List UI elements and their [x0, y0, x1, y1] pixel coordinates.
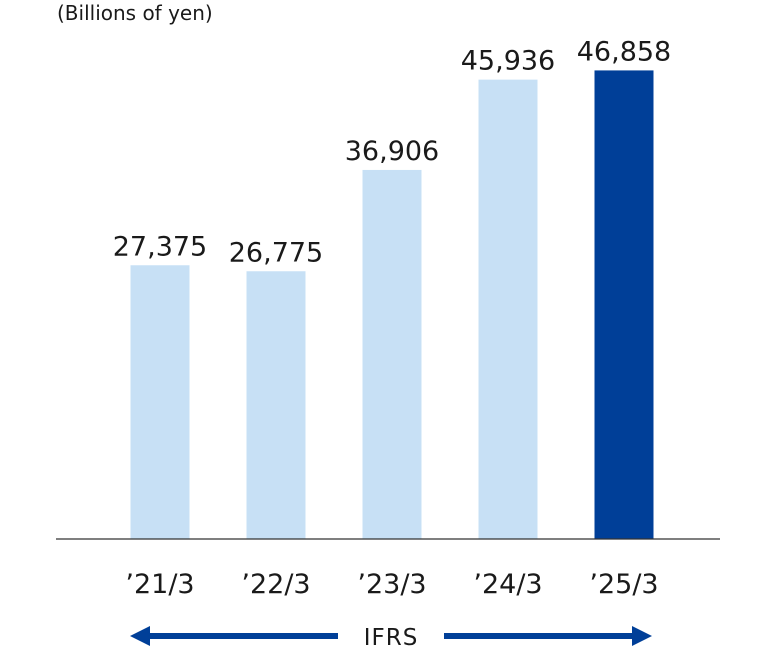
x-tick-label-5: ’25/3 [589, 569, 658, 600]
value-label-3: 36,906 [345, 136, 439, 167]
left-arrow-icon [130, 626, 338, 646]
value-label-2: 26,775 [229, 237, 323, 268]
bar-3 [362, 169, 422, 539]
value-label-5: 46,858 [577, 36, 671, 67]
x-tick-label-3: ’23/3 [357, 569, 426, 600]
value-labels-group: 27,375 26,775 36,906 45,936 46,858 [113, 36, 671, 268]
x-tick-labels-group: ’21/3 ’22/3 ’23/3 ’24/3 ’25/3 [125, 569, 658, 600]
value-label-1: 27,375 [113, 231, 207, 262]
x-tick-label-1: ’21/3 [125, 569, 194, 600]
bars-group [130, 70, 654, 540]
x-tick-label-4: ’24/3 [473, 569, 542, 600]
ifrs-label: IFRS [364, 625, 419, 650]
right-arrow-icon [444, 626, 652, 646]
bar-5 [594, 70, 654, 540]
ifrs-span-indicator: IFRS [130, 625, 652, 650]
bar-4 [478, 79, 538, 539]
bar-2 [246, 271, 306, 539]
x-tick-label-2: ’22/3 [241, 569, 310, 600]
value-label-4: 45,936 [461, 46, 555, 77]
unit-label: (Billions of yen) [57, 1, 213, 25]
bar-1 [130, 265, 190, 539]
